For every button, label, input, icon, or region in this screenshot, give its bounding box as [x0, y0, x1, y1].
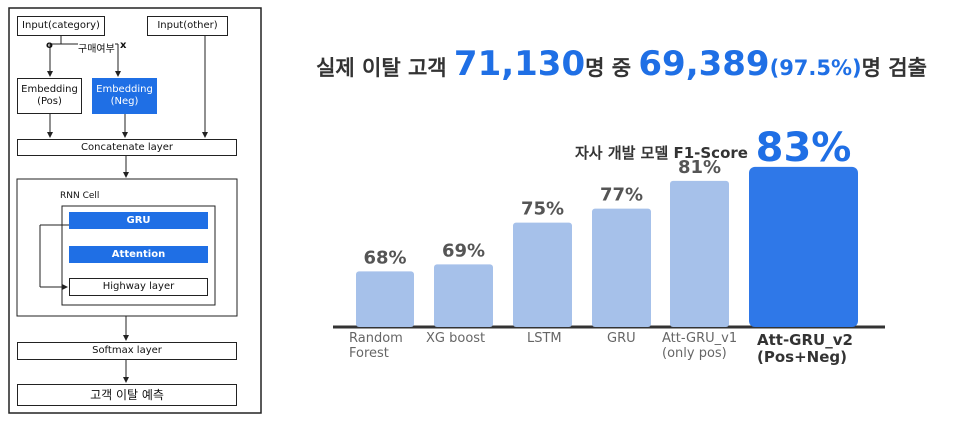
x-tick-label: LSTM	[527, 331, 562, 346]
bar	[749, 166, 858, 327]
title-part: 69,389	[638, 44, 770, 84]
rnn-outer	[16, 178, 238, 317]
arrows	[39, 36, 208, 383]
x-tick-label: XG boost	[426, 331, 486, 346]
value-label: 75%	[521, 199, 564, 220]
input-category: Input(category)	[17, 16, 105, 36]
input-other: Input(other)	[147, 16, 228, 36]
attention-block: Attention	[69, 246, 208, 263]
bar	[670, 180, 729, 327]
rnn-cell-label: RNN Cell	[60, 191, 100, 201]
x-tick-label: GRU	[607, 331, 636, 346]
highway-block: Highway layer	[69, 278, 208, 296]
bar	[592, 208, 651, 327]
softmax-layer: Softmax layer	[17, 342, 237, 360]
embedding-neg: Embedding (Neg)	[92, 78, 157, 114]
embedding-pos: Embedding (Pos)	[17, 78, 82, 114]
title-part: 명 검출	[861, 56, 927, 80]
chart-title: 실제 이탈 고객 71,130명 중 69,389(97.5%)명 검출	[280, 44, 963, 84]
purchase-label: 구매여부	[78, 40, 115, 55]
branch-x: x	[120, 40, 127, 51]
branch-o: o	[46, 40, 53, 51]
output-box: 고객 이탈 예측	[17, 384, 237, 406]
title-part: 71,130	[453, 44, 586, 84]
title-part: 실제 이탈 고객	[316, 56, 454, 80]
value-label: 83%	[756, 125, 852, 171]
rnn-inner	[61, 205, 216, 306]
value-label: 77%	[600, 185, 643, 206]
bar	[434, 264, 493, 327]
value-label: 69%	[442, 240, 485, 261]
title-part: 명 중	[585, 56, 639, 80]
concatenate-layer: Concatenate layer	[17, 139, 237, 156]
title-part: (97.5%)	[769, 56, 862, 80]
annotation: 자사 개발 모델 F1-Score	[575, 144, 748, 162]
x-tick-label: Att-GRU_v2 (Pos+Neg)	[757, 331, 853, 367]
value-label: 68%	[363, 247, 406, 268]
bar	[513, 222, 572, 327]
x-tick-label: Random Forest	[349, 331, 403, 361]
value-label: 81%	[678, 157, 721, 178]
x-tick-label: Att-GRU_v1 (only pos)	[662, 331, 738, 361]
gru-block: GRU	[69, 212, 208, 229]
bar	[356, 271, 414, 327]
panel-border	[8, 7, 262, 414]
